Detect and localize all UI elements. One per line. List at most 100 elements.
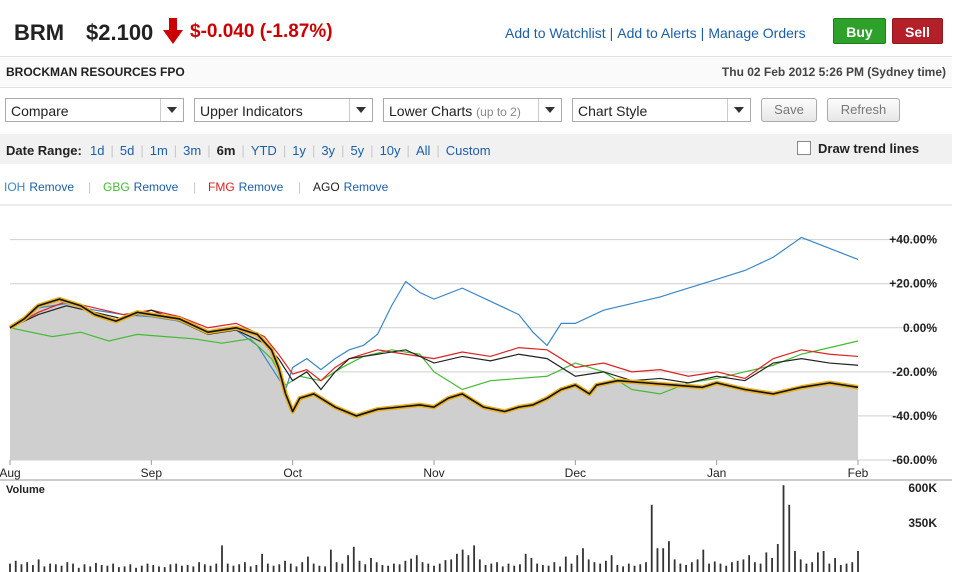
date-range-10y[interactable]: 10y <box>379 143 401 158</box>
volume-bar <box>450 559 453 572</box>
volume-bar <box>163 567 166 572</box>
remove-ioh-link[interactable]: Remove <box>29 180 75 194</box>
volume-bar <box>461 549 464 572</box>
volume-bar <box>266 563 269 572</box>
volume-bar <box>530 558 533 572</box>
volume-bar <box>221 545 223 572</box>
date-range-5y[interactable]: 5y <box>350 143 365 158</box>
y-tick-label: -60.00% <box>892 453 937 467</box>
date-range-3m[interactable]: 3m <box>183 143 202 158</box>
volume-bar <box>645 562 647 572</box>
volume-bar <box>765 552 768 572</box>
volume-bar <box>782 485 785 572</box>
date-range-5d[interactable]: 5d <box>119 143 135 158</box>
lower-charts-label: Lower Charts (up to 2) <box>389 103 521 119</box>
volume-bar <box>387 565 390 572</box>
volume-bar <box>656 548 659 572</box>
volume-bar <box>341 563 344 572</box>
volume-bar <box>570 563 573 572</box>
upper-indicators-select[interactable]: Upper Indicators <box>194 98 373 122</box>
volume-bar <box>650 504 653 572</box>
down-arrow-icon <box>163 18 183 44</box>
volume-bar <box>816 552 819 572</box>
compare-divider: | <box>193 180 197 194</box>
date-range-custom[interactable]: Custom <box>445 143 491 158</box>
date-range-bar: Date Range: 1d | 5d | 1m | 3m | 6m | YTD | 1y | 3y | 5y |… <box>0 134 952 164</box>
volume-bar <box>117 567 120 572</box>
date-range-1m[interactable]: 1m <box>149 143 168 158</box>
volume-bar <box>37 559 40 572</box>
volume-bar <box>536 563 539 572</box>
quote-header: BRM $2.100 $-0.040 (-1.87%) Add to Watch… <box>0 0 956 56</box>
lower-charts-select[interactable]: Lower Charts (up to 2) <box>383 98 562 122</box>
date-range-1y[interactable]: 1y <box>292 143 306 158</box>
range-divider: | <box>110 143 114 158</box>
volume-bar <box>604 560 607 572</box>
volume-bar <box>244 562 246 572</box>
volume-bar <box>358 560 361 572</box>
save-button[interactable]: Save <box>761 98 817 122</box>
volume-bar <box>444 560 447 572</box>
x-tick-label: Nov <box>423 466 444 480</box>
add-to-alerts-link[interactable]: Add to Alerts <box>617 25 697 41</box>
volume-bar <box>284 560 286 572</box>
volume-bar <box>427 563 430 572</box>
price-chart[interactable]: +40.00% +20.00% 0.00% -20.00% -40.00% -60.00%… <box>0 204 952 572</box>
remove-gbg-link[interactable]: Remove <box>133 180 179 194</box>
date-range-ytd[interactable]: YTD <box>250 143 277 158</box>
volume-bar <box>748 555 751 572</box>
volume-bar <box>89 566 92 572</box>
compare-symbol: IOH <box>4 180 26 194</box>
volume-bar <box>834 558 836 572</box>
quote-timestamp: Thu 02 Feb 2012 5:26 PM (Sydney time) <box>721 65 946 79</box>
refresh-button[interactable]: Refresh <box>827 98 900 122</box>
volume-tick-label: 600K <box>908 481 937 495</box>
volume-bar <box>599 563 602 572</box>
range-divider: | <box>140 143 144 158</box>
volume-bar <box>100 565 103 572</box>
volume-bar <box>805 563 808 572</box>
volume-bar <box>622 566 624 572</box>
chevron-down-icon <box>727 99 750 121</box>
volume-bar <box>587 559 590 572</box>
chart-style-select[interactable]: Chart Style <box>572 98 751 122</box>
volume-bar <box>186 565 189 572</box>
volume-bar <box>702 549 705 572</box>
buy-button[interactable]: Buy <box>833 18 886 44</box>
volume-label: Volume <box>6 484 45 496</box>
date-range-6m[interactable]: 6m <box>216 143 236 158</box>
range-divider: | <box>436 143 440 158</box>
volume-bar <box>576 555 579 572</box>
draw-trend-lines-checkbox[interactable] <box>797 141 811 155</box>
volume-bar <box>77 567 80 572</box>
volume-bar <box>845 563 848 572</box>
volume-bar <box>335 562 338 572</box>
date-range-all[interactable]: All <box>415 143 431 158</box>
volume-bar <box>192 566 195 572</box>
chevron-down-icon <box>160 99 183 121</box>
date-range-1d[interactable]: 1d <box>90 143 105 158</box>
volume-bar <box>312 563 315 572</box>
manage-orders-link[interactable]: Manage Orders <box>708 25 806 41</box>
volume-bar <box>839 565 842 572</box>
x-tick-label: Dec <box>565 466 586 480</box>
date-range-3y[interactable]: 3y <box>321 143 336 158</box>
volume-bar <box>719 563 722 572</box>
volume-bar <box>146 563 149 572</box>
compare-divider: | <box>298 180 302 194</box>
compare-item-fmg: FMG Remove <box>208 180 283 194</box>
range-divider: | <box>241 143 245 158</box>
sell-button[interactable]: Sell <box>892 18 943 44</box>
volume-bar <box>564 556 567 572</box>
range-divider: | <box>406 143 410 158</box>
volume-bar <box>822 551 825 572</box>
remove-fmg-link[interactable]: Remove <box>238 180 284 194</box>
add-to-watchlist-link[interactable]: Add to Watchlist <box>505 25 606 41</box>
volume-bar <box>66 562 69 572</box>
volume-bar <box>828 563 831 572</box>
chart-style-label: Chart Style <box>578 103 648 119</box>
remove-ago-link[interactable]: Remove <box>343 180 389 194</box>
range-divider: | <box>311 143 316 158</box>
compare-select[interactable]: Compare <box>5 98 184 122</box>
lower-charts-hint: (up to 2) <box>476 105 521 119</box>
